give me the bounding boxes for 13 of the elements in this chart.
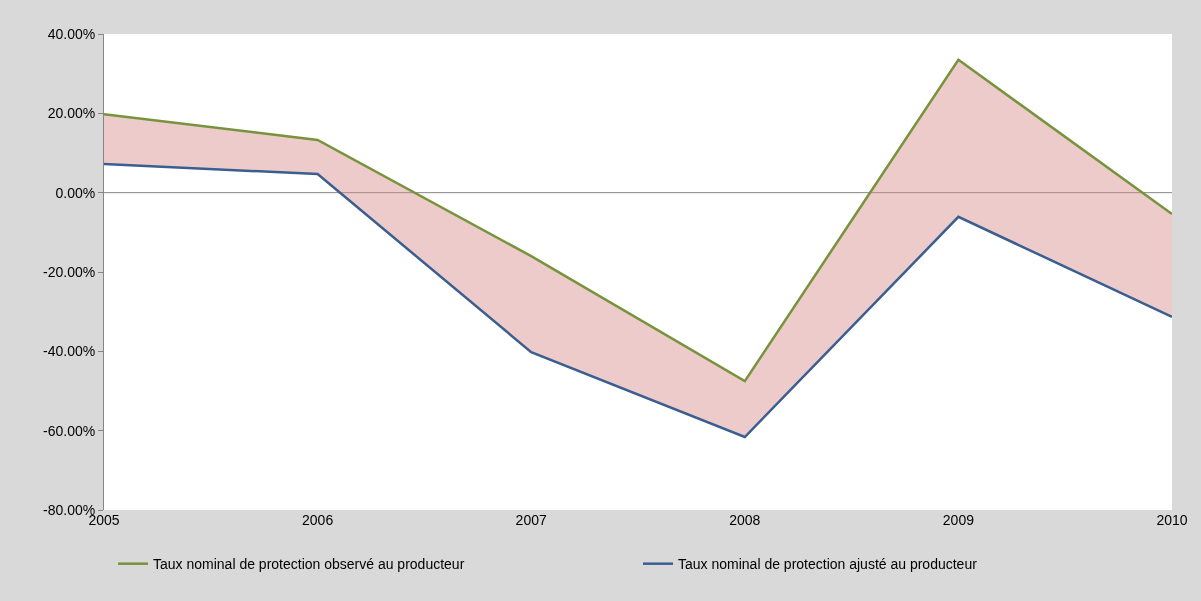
y-tick-label: 40.00% (47, 25, 96, 42)
x-tick-label: 2009 (942, 512, 975, 528)
y-tick-label: -60.00% (43, 422, 96, 439)
legend-label: Taux nominal de protection ajusté au producteur (678, 556, 978, 573)
legend-label: Taux nominal de protection observé au producteur (153, 556, 465, 573)
x-tick-label: 2008 (729, 512, 761, 528)
y-tick-label: -20.00% (43, 263, 96, 280)
y-tick-label: -40.00% (43, 343, 96, 360)
x-tick-label: 2007 (515, 512, 547, 528)
x-tick-label: 2006 (302, 512, 334, 528)
y-tick-label: 20.00% (47, 105, 96, 122)
y-tick-label: 0.00% (55, 184, 96, 201)
x-tick-label: 2010 (1156, 512, 1188, 528)
